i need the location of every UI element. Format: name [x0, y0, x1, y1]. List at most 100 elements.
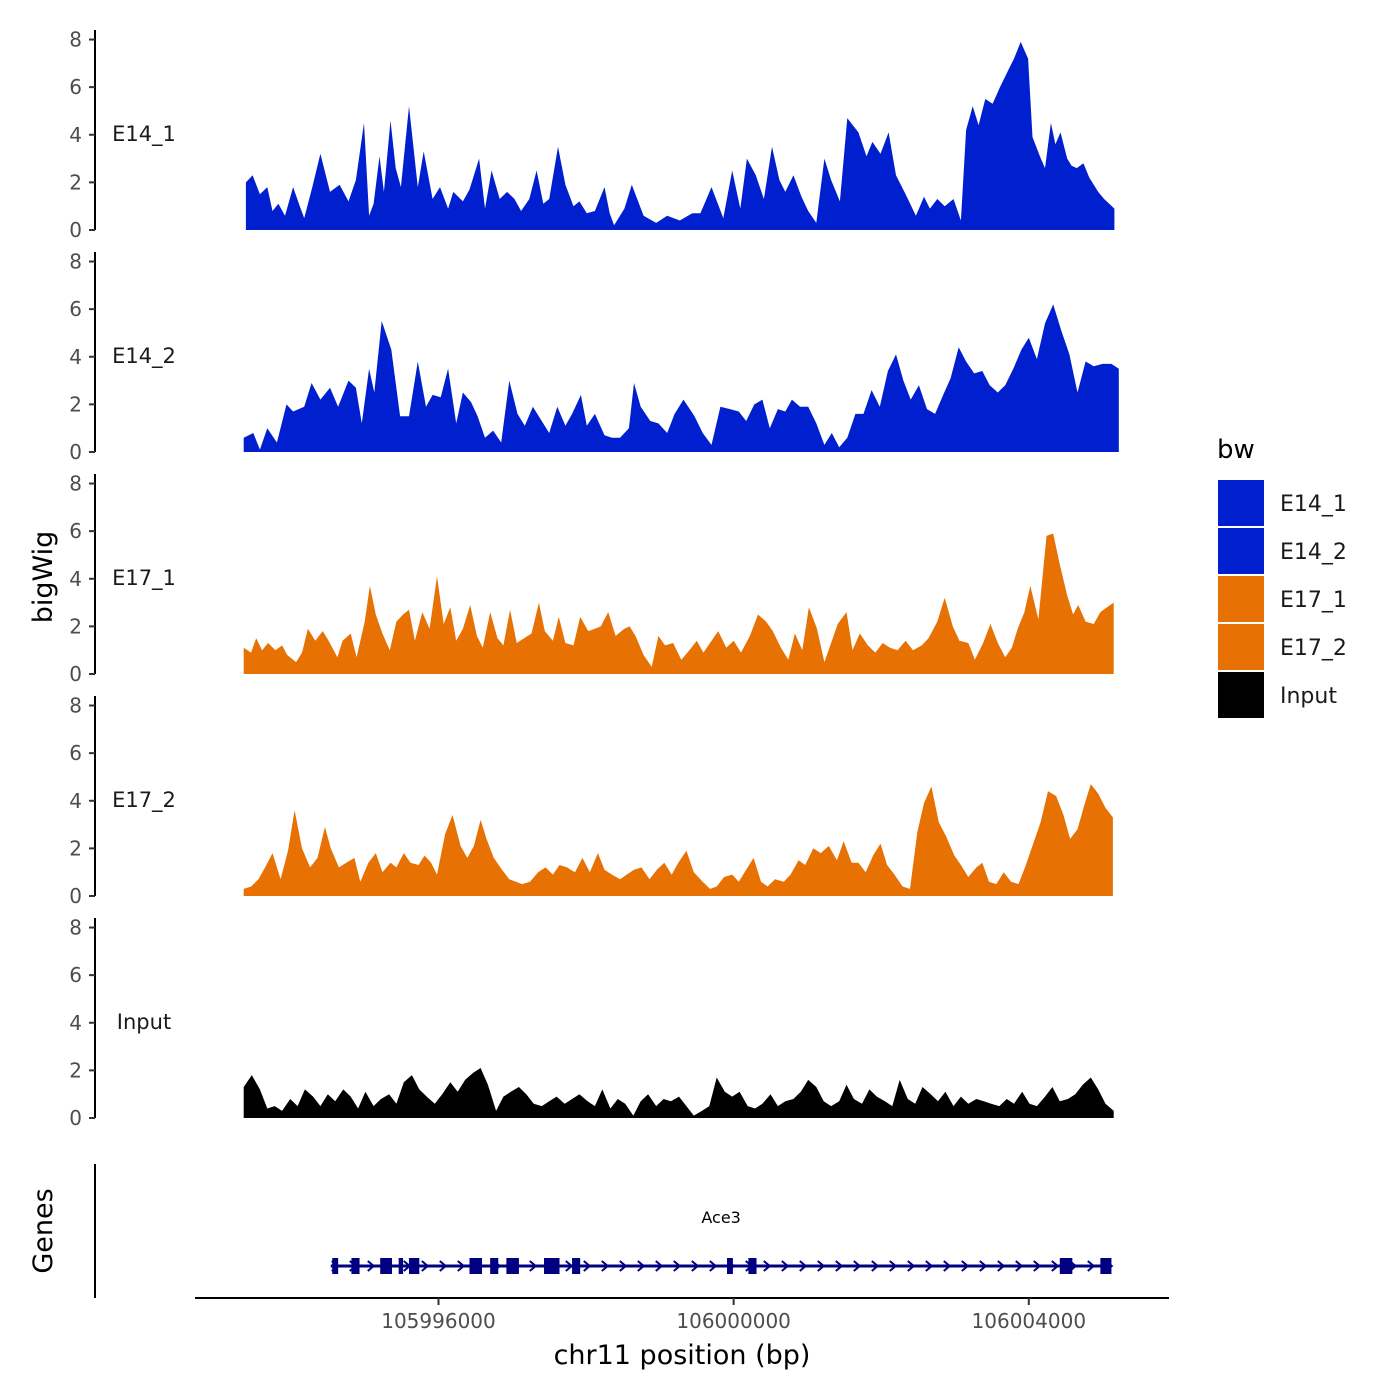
- y-tick-label: 4: [69, 123, 82, 147]
- coverage-area-e14-1: [245, 41, 1115, 231]
- strand-arrow: [763, 1260, 772, 1272]
- strand-arrow: [961, 1260, 970, 1272]
- strand-arrow: [835, 1260, 844, 1272]
- legend-label-e14-2: E14_2: [1280, 540, 1347, 565]
- strand-arrow: [1033, 1260, 1042, 1272]
- strand-arrow: [637, 1260, 646, 1272]
- legend-label-e14-1: E14_1: [1280, 492, 1347, 517]
- x-axis-ticks: 105996000 106000000 106004000: [381, 1298, 1086, 1333]
- strand-arrow: [439, 1260, 448, 1272]
- y-tick-label: 8: [69, 28, 82, 52]
- exon-block: [469, 1258, 483, 1274]
- x-tick-label: 106000000: [676, 1309, 791, 1333]
- track-e14-1: 0 2 4 6 8 E14_1: [69, 28, 1115, 242]
- legend-swatch-e14-1: [1218, 480, 1264, 526]
- y-tick-label: 8: [69, 916, 82, 940]
- track-e17-2: 0 2 4 6 8 E17_2: [69, 694, 1113, 908]
- strand-arrow: [799, 1260, 808, 1272]
- x-tick-label: 106004000: [972, 1309, 1087, 1333]
- exon-block: [408, 1258, 420, 1274]
- gene-ace3: Ace3: [330, 1208, 1114, 1274]
- coverage-area-e17-1: [243, 533, 1114, 674]
- strand-arrow: [421, 1260, 430, 1272]
- y-tick-label: 8: [69, 694, 82, 718]
- exon-block: [1100, 1258, 1112, 1274]
- strand-arrow: [601, 1260, 610, 1272]
- strand-arrow: [997, 1260, 1006, 1272]
- legend-label-e17-1: E17_1: [1280, 588, 1347, 613]
- strand-arrow: [583, 1260, 592, 1272]
- exon-block: [748, 1258, 757, 1274]
- track-label-e14-1: E14_1: [112, 122, 176, 147]
- strand-arrow: [673, 1260, 682, 1272]
- gene-track: Ace3: [330, 1208, 1114, 1274]
- y-tick-label: 4: [69, 345, 82, 369]
- track-label-e14-2: E14_2: [112, 344, 176, 369]
- y-axis-title: bigWig: [28, 531, 59, 624]
- track-label-e17-1: E17_1: [112, 566, 176, 591]
- legend-title: bw: [1217, 435, 1255, 465]
- y-tick-label: 6: [69, 741, 82, 765]
- coverage-area-e14-2: [243, 304, 1119, 452]
- y-tick-label: 2: [69, 170, 82, 194]
- legend-label-input: Input: [1280, 684, 1337, 709]
- strand-arrow: [655, 1260, 664, 1272]
- y-tick-label: 0: [69, 1106, 82, 1130]
- strand-arrow: [817, 1260, 826, 1272]
- strand-arrow: [907, 1260, 916, 1272]
- exon-block: [332, 1258, 339, 1274]
- coverage-area-input: [243, 1068, 1114, 1118]
- strand-arrow: [619, 1260, 628, 1272]
- y-tick-label: 6: [69, 519, 82, 543]
- track-e14-2: 0 2 4 6 8 E14_2: [69, 250, 1119, 464]
- legend-swatch-input: [1218, 672, 1264, 718]
- legend-swatch-e14-2: [1218, 528, 1264, 574]
- y-tick-label: 0: [69, 884, 82, 908]
- exon-block: [544, 1258, 560, 1274]
- y-tick-label: 2: [69, 1058, 82, 1082]
- strand-arrow: [529, 1260, 538, 1272]
- y-tick-label: 0: [69, 440, 82, 464]
- bigwig-tracks: 0 2 4 6 8 E14_1 0 2 4 6 8 E14_2 0 2 4 6 8 E17_1 0 2 4 6 8 E17_2…: [69, 28, 1119, 1130]
- exon-block: [572, 1258, 581, 1274]
- strand-arrow: [781, 1260, 790, 1272]
- legend-swatch-e17-1: [1218, 576, 1264, 622]
- exon-block: [506, 1258, 519, 1274]
- y-tick-label: 8: [69, 472, 82, 496]
- y-tick-label: 4: [69, 789, 82, 813]
- legend-label-e17-2: E17_2: [1280, 636, 1347, 661]
- y-tick-label: 0: [69, 218, 82, 242]
- legend: bw E14_1 E14_2 E17_1 E17_2 Input: [1217, 435, 1347, 718]
- y-tick-label: 8: [69, 250, 82, 274]
- gene-name-label: Ace3: [701, 1208, 740, 1227]
- strand-arrow: [709, 1260, 718, 1272]
- track-input: 0 2 4 6 8 Input: [69, 916, 1114, 1130]
- strand-arrow: [691, 1260, 700, 1272]
- exon-block: [727, 1258, 733, 1274]
- strand-arrow: [367, 1260, 376, 1272]
- exon-block: [351, 1258, 360, 1274]
- strand-arrow: [1015, 1260, 1024, 1272]
- exon-block: [398, 1258, 404, 1274]
- y-tick-label: 2: [69, 614, 82, 638]
- strand-arrow: [1051, 1260, 1060, 1272]
- y-tick-label: 6: [69, 963, 82, 987]
- exon-block: [490, 1258, 499, 1274]
- exon-block: [1059, 1258, 1073, 1274]
- exon-block: [380, 1258, 393, 1274]
- strand-arrow: [889, 1260, 898, 1272]
- y-tick-label: 4: [69, 567, 82, 591]
- strand-arrow: [565, 1260, 574, 1272]
- genes-axis-title: Genes: [28, 1188, 59, 1273]
- y-tick-label: 6: [69, 75, 82, 99]
- legend-swatch-e17-2: [1218, 624, 1264, 670]
- x-axis-title: chr11 position (bp): [554, 1340, 811, 1371]
- strand-arrow: [943, 1260, 952, 1272]
- track-label-e17-2: E17_2: [112, 788, 176, 813]
- track-label-input: Input: [117, 1010, 171, 1034]
- strand-arrow: [871, 1260, 880, 1272]
- strand-arrow: [457, 1260, 466, 1272]
- y-tick-label: 4: [69, 1011, 82, 1035]
- strand-arrow: [925, 1260, 934, 1272]
